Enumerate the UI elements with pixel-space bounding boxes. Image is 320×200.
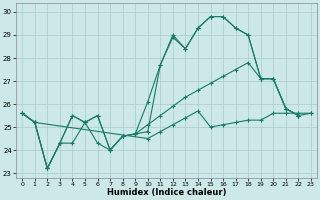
X-axis label: Humidex (Indice chaleur): Humidex (Indice chaleur): [107, 188, 226, 197]
